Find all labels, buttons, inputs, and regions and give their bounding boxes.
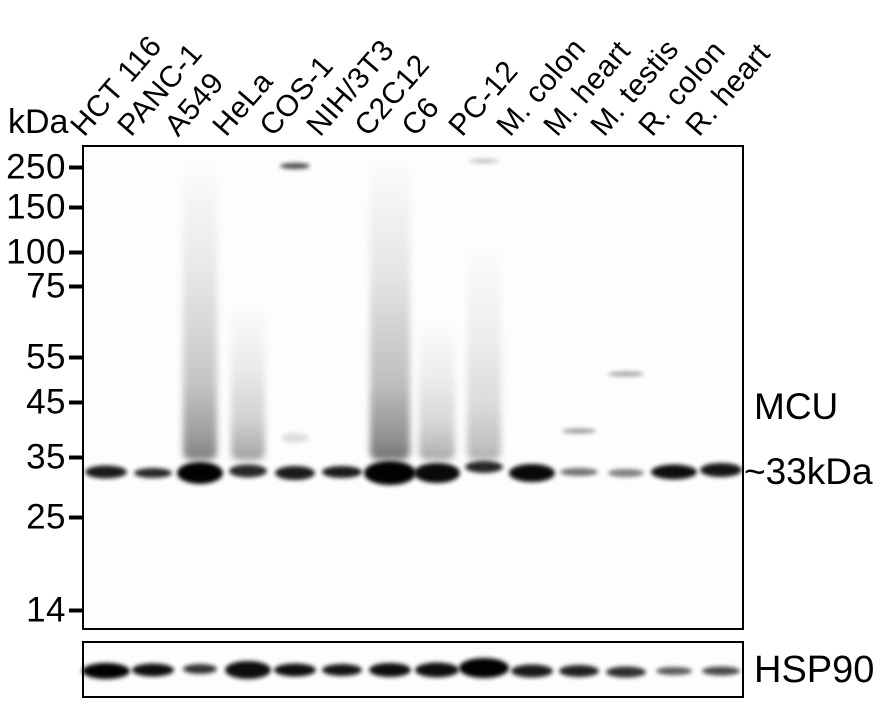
marker-row: 150 [0,190,84,225]
marker-row: 75 [0,269,84,304]
marker-tick [69,250,84,254]
marker-label: 150 [6,187,66,227]
marker-tick [69,400,84,404]
marker-row: 250 [0,150,84,185]
marker-label: 100 [6,232,66,272]
marker-label: 250 [6,147,66,187]
marker-label: 55 [26,337,66,377]
marker-row: 55 [0,340,84,375]
marker-tick [69,205,84,209]
marker-row: 14 [0,593,84,628]
target-protein-label: MCU [754,386,839,427]
marker-row: 100 [0,235,84,270]
main-blot-panel [82,145,744,630]
marker-row: 45 [0,385,84,420]
marker-tick [69,284,84,288]
marker-label: 35 [26,437,66,477]
marker-label: 75 [26,266,66,306]
loading-control-label: HSP90 [754,649,875,691]
target-size-label: ~33kDa [744,451,873,492]
marker-tick [69,608,84,612]
marker-label: 25 [26,497,66,537]
marker-row: 25 [0,500,84,535]
hsp90-blot-panel [82,641,744,698]
marker-tick [69,455,84,459]
marker-tick [69,355,84,359]
marker-row: 35 [0,440,84,475]
marker-label: 14 [26,590,66,630]
kda-unit-label: kDa [8,103,69,141]
marker-tick [69,515,84,519]
marker-tick [69,165,84,169]
marker-label: 45 [26,382,66,422]
